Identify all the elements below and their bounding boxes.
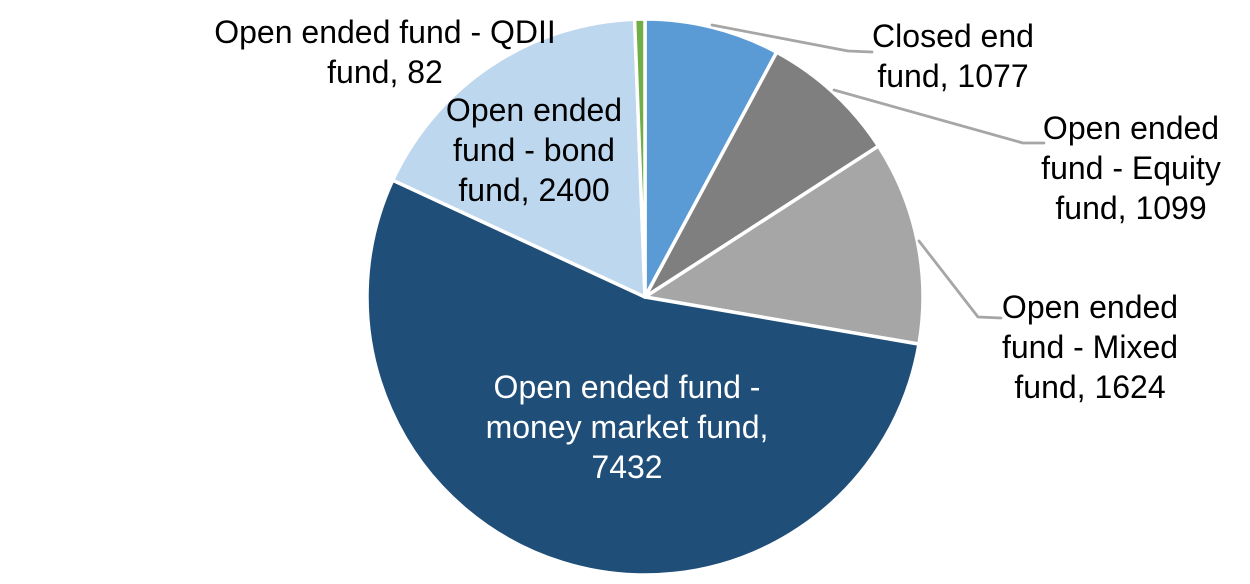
data-label-bond-fund: Open ended fund - bond fund, 2400 xyxy=(445,92,623,208)
pie-slice-open-ended-qdii-fund xyxy=(632,17,647,299)
pie-slice-closed-end-fund xyxy=(643,17,779,299)
pie-slice-open-ended-money-market-fund xyxy=(365,178,921,577)
data-label-mixed-fund: Open ended fund - Mixed fund, 1624 xyxy=(1001,289,1179,405)
leader-line-open-ended-equity-fund xyxy=(832,88,1046,145)
pie-slice-open-ended-mixed-fund xyxy=(643,144,925,346)
leader-line-open-ended-mixed-fund xyxy=(917,239,1003,320)
data-label-equity-fund: Open ended fund - Equity fund, 1099 xyxy=(1041,110,1221,226)
data-label-closed-end-fund: Closed end fund, 1077 xyxy=(872,18,1034,94)
data-label-money-market-fund: Open ended fund - money market fund, 743… xyxy=(485,369,769,485)
pie-slice-open-ended-bond-fund xyxy=(390,17,647,299)
leader-line-closed-end-fund xyxy=(710,23,874,54)
pie-slice-open-ended-equity-fund xyxy=(643,50,881,299)
data-label-qdii-fund: Open ended fund - QDII fund, 82 xyxy=(214,14,556,90)
